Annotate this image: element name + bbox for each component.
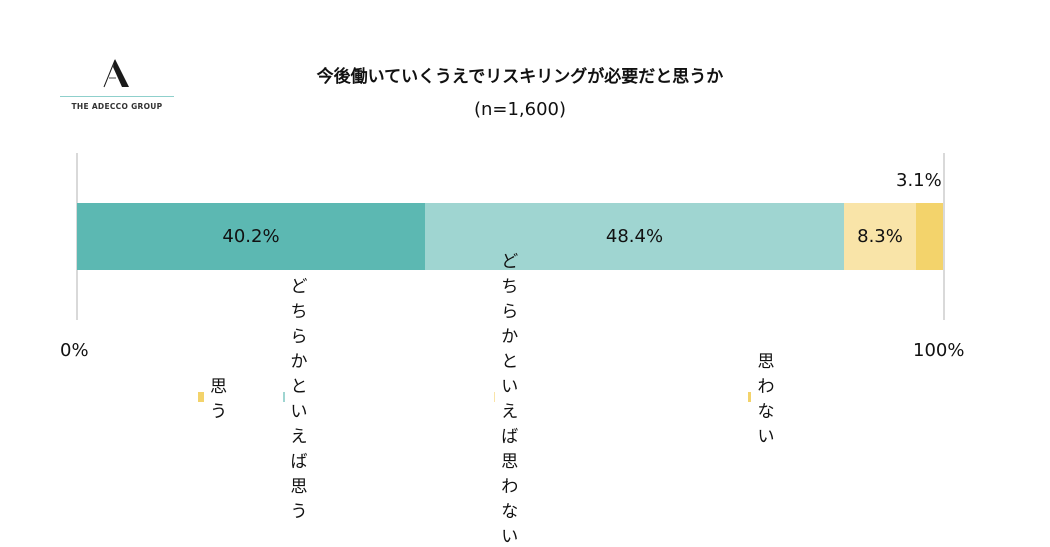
bar-label-dochiraka-omou: 48.4% <box>605 226 664 247</box>
legend-swatch-omowanai <box>748 392 752 402</box>
legend-label-dochiraka-omou: どちらかといえば思う <box>290 277 308 522</box>
legend-label-omowanai: 思わない <box>757 352 775 447</box>
legend-item-omowanai: 思わない <box>748 352 781 447</box>
chart-subtitle-text: (n=1,600) <box>473 99 567 120</box>
legend-swatch-omou <box>198 392 205 402</box>
adecco-logo: THE ADECCO GROUP <box>60 58 174 118</box>
bar-label-dochiraka-omowanai: 8.3% <box>857 226 903 247</box>
logo-divider <box>60 96 174 97</box>
tick-label-100: 100% <box>913 340 965 361</box>
bar-segment-omowanai <box>916 203 943 270</box>
chart-title: 今後働いていくうえでリスキリングが必要だと思うか <box>0 62 1050 87</box>
axis-line-100 <box>943 153 945 320</box>
legend-swatch-dochiraka-omowanai <box>494 392 496 402</box>
bar-segment-dochiraka-omou: 48.4% <box>425 203 844 270</box>
adecco-a-icon <box>103 59 129 88</box>
legend-label-dochiraka-omowanai: どちらかといえば思わない <box>501 252 519 547</box>
legend-item-omou: 思う <box>198 377 231 422</box>
chart-subtitle: (n=1,600) <box>0 99 1050 120</box>
legend-swatch-dochiraka-omou <box>283 392 285 402</box>
logo-text: THE ADECCO GROUP <box>71 102 163 111</box>
bar-segment-dochiraka-omowanai: 8.3% <box>844 203 916 270</box>
legend-item-dochiraka-omowanai: どちらかといえば思わない <box>494 252 527 547</box>
legend-label-omou: 思う <box>210 377 228 422</box>
legend-item-dochiraka-omou: どちらかといえば思う <box>283 277 316 522</box>
chart-title-text: 今後働いていくうえでリスキリングが必要だと思うか <box>316 67 724 87</box>
bar-segment-omou: 40.2% <box>77 203 425 270</box>
bar-label-omowanai: 3.1% <box>896 170 942 191</box>
tick-label-0: 0% <box>60 340 89 361</box>
bar-label-omou: 40.2% <box>222 226 280 247</box>
